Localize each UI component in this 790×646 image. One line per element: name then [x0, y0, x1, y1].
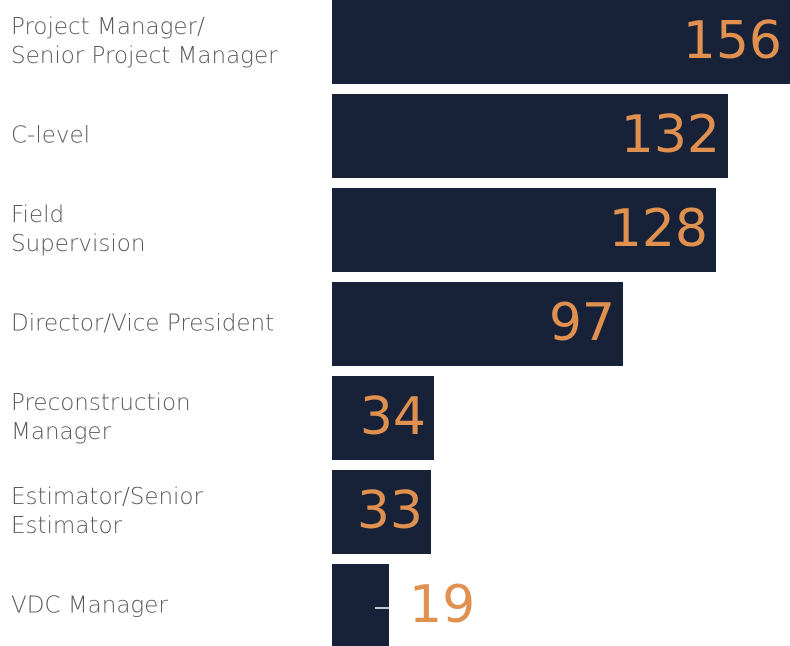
value-label: 34 [360, 387, 426, 447]
value-label: 132 [621, 105, 720, 165]
value-label: 33 [357, 481, 423, 541]
category-label: Director/Vice President [11, 310, 275, 337]
value-label: 97 [549, 293, 615, 353]
category-label: C-level [11, 122, 91, 149]
value-label: 128 [609, 199, 708, 259]
bar [332, 282, 623, 366]
category-label: Preconstruction Manager [11, 390, 191, 445]
bar [332, 94, 728, 178]
value-label: 19 [409, 575, 475, 635]
value-label: 156 [683, 11, 782, 71]
bar [332, 376, 434, 460]
category-label: Estimator/Senior Estimator [11, 484, 203, 539]
category-label: Field Supervision [11, 202, 146, 257]
bar [332, 470, 431, 554]
bar [332, 0, 790, 84]
category-label: Project Manager/ Senior Project Manager [11, 14, 278, 69]
bar [332, 564, 389, 646]
category-label: VDC Manager [11, 592, 168, 619]
bar [332, 188, 716, 272]
